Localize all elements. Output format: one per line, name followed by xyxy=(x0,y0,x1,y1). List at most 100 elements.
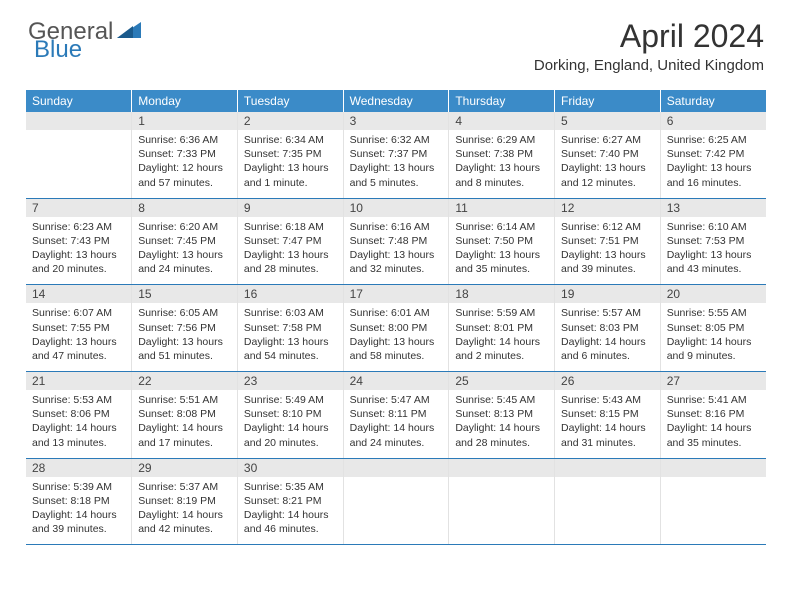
day-content-cell: Sunrise: 5:53 AMSunset: 8:06 PMDaylight:… xyxy=(26,390,132,458)
day-number-cell: 19 xyxy=(555,285,661,304)
day-info-line: Sunset: 7:38 PM xyxy=(455,147,548,161)
day-number-cell: 6 xyxy=(660,112,766,130)
day-info-line: Sunrise: 6:29 AM xyxy=(455,133,548,147)
day-number-cell: 2 xyxy=(237,112,343,130)
day-number-cell: 23 xyxy=(237,372,343,391)
day-info-line: Sunset: 8:05 PM xyxy=(667,321,760,335)
weekday-header: Sunday xyxy=(26,90,132,112)
day-info-line: Sunrise: 6:03 AM xyxy=(244,306,337,320)
day-content-cell: Sunrise: 5:45 AMSunset: 8:13 PMDaylight:… xyxy=(449,390,555,458)
day-number-cell: 30 xyxy=(237,458,343,477)
day-info-line: Sunrise: 5:59 AM xyxy=(455,306,548,320)
day-info-line: Sunset: 8:15 PM xyxy=(561,407,654,421)
day-info-line: Sunset: 7:37 PM xyxy=(350,147,443,161)
day-info-line: Sunrise: 6:18 AM xyxy=(244,220,337,234)
title-block: April 2024 Dorking, England, United King… xyxy=(534,18,764,74)
day-info-line: Sunrise: 6:23 AM xyxy=(32,220,125,234)
day-info-line: Sunset: 7:58 PM xyxy=(244,321,337,335)
weekday-header-row: Sunday Monday Tuesday Wednesday Thursday… xyxy=(26,90,766,112)
day-content-cell: Sunrise: 6:29 AMSunset: 7:38 PMDaylight:… xyxy=(449,130,555,198)
day-info-line: Daylight: 14 hours and 17 minutes. xyxy=(138,421,231,449)
day-number-cell: 25 xyxy=(449,372,555,391)
day-info-line: Sunrise: 5:51 AM xyxy=(138,393,231,407)
day-info-line: Daylight: 13 hours and 51 minutes. xyxy=(138,335,231,363)
day-number-cell xyxy=(449,458,555,477)
day-info-line: Sunset: 7:42 PM xyxy=(667,147,760,161)
day-content-cell: Sunrise: 5:49 AMSunset: 8:10 PMDaylight:… xyxy=(237,390,343,458)
day-info-line: Daylight: 13 hours and 39 minutes. xyxy=(561,248,654,276)
day-content-cell: Sunrise: 6:18 AMSunset: 7:47 PMDaylight:… xyxy=(237,217,343,285)
day-number-cell: 18 xyxy=(449,285,555,304)
day-content-cell: Sunrise: 6:03 AMSunset: 7:58 PMDaylight:… xyxy=(237,303,343,371)
page-header: General April 2024 Dorking, England, Uni… xyxy=(0,0,792,82)
daynum-row: 123456 xyxy=(26,112,766,130)
weekday-header: Tuesday xyxy=(237,90,343,112)
day-info-line: Daylight: 13 hours and 43 minutes. xyxy=(667,248,760,276)
day-info-line: Sunrise: 6:20 AM xyxy=(138,220,231,234)
day-info-line: Sunrise: 5:41 AM xyxy=(667,393,760,407)
weekday-header: Saturday xyxy=(660,90,766,112)
weekday-header: Wednesday xyxy=(343,90,449,112)
daynum-row: 14151617181920 xyxy=(26,285,766,304)
day-content-cell: Sunrise: 6:25 AMSunset: 7:42 PMDaylight:… xyxy=(660,130,766,198)
day-info-line: Daylight: 13 hours and 16 minutes. xyxy=(667,161,760,189)
day-info-line: Sunset: 7:56 PM xyxy=(138,321,231,335)
logo-text-blue: Blue xyxy=(34,36,82,63)
day-info-line: Daylight: 14 hours and 2 minutes. xyxy=(455,335,548,363)
day-content-cell xyxy=(555,477,661,545)
day-number-cell: 5 xyxy=(555,112,661,130)
day-info-line: Sunset: 8:18 PM xyxy=(32,494,125,508)
daynum-row: 282930 xyxy=(26,458,766,477)
day-info-line: Sunrise: 6:01 AM xyxy=(350,306,443,320)
day-info-line: Sunrise: 6:10 AM xyxy=(667,220,760,234)
daynum-row: 21222324252627 xyxy=(26,372,766,391)
day-info-line: Sunset: 8:21 PM xyxy=(244,494,337,508)
day-info-line: Sunset: 7:33 PM xyxy=(138,147,231,161)
day-info-line: Sunrise: 5:53 AM xyxy=(32,393,125,407)
day-content-cell xyxy=(660,477,766,545)
day-info-line: Sunset: 7:50 PM xyxy=(455,234,548,248)
day-info-line: Sunrise: 6:32 AM xyxy=(350,133,443,147)
weekday-header: Thursday xyxy=(449,90,555,112)
day-content-cell xyxy=(343,477,449,545)
day-info-line: Sunset: 7:51 PM xyxy=(561,234,654,248)
day-info-line: Daylight: 13 hours and 58 minutes. xyxy=(350,335,443,363)
day-content-cell: Sunrise: 5:51 AMSunset: 8:08 PMDaylight:… xyxy=(132,390,238,458)
day-content-cell: Sunrise: 5:39 AMSunset: 8:18 PMDaylight:… xyxy=(26,477,132,545)
day-info-line: Daylight: 14 hours and 6 minutes. xyxy=(561,335,654,363)
day-info-line: Daylight: 13 hours and 47 minutes. xyxy=(32,335,125,363)
day-number-cell xyxy=(343,458,449,477)
day-info-line: Sunrise: 5:43 AM xyxy=(561,393,654,407)
day-info-line: Sunrise: 6:36 AM xyxy=(138,133,231,147)
day-info-line: Daylight: 14 hours and 42 minutes. xyxy=(138,508,231,536)
day-content-cell: Sunrise: 6:10 AMSunset: 7:53 PMDaylight:… xyxy=(660,217,766,285)
day-info-line: Sunset: 8:19 PM xyxy=(138,494,231,508)
day-info-line: Daylight: 14 hours and 31 minutes. xyxy=(561,421,654,449)
day-info-line: Sunrise: 6:07 AM xyxy=(32,306,125,320)
day-info-line: Daylight: 13 hours and 1 minute. xyxy=(244,161,337,189)
day-info-line: Sunset: 7:55 PM xyxy=(32,321,125,335)
day-number-cell: 24 xyxy=(343,372,449,391)
day-content-cell: Sunrise: 6:07 AMSunset: 7:55 PMDaylight:… xyxy=(26,303,132,371)
day-info-line: Sunset: 8:01 PM xyxy=(455,321,548,335)
day-number-cell: 14 xyxy=(26,285,132,304)
day-content-row: Sunrise: 6:36 AMSunset: 7:33 PM Daylight:… xyxy=(26,130,766,198)
day-info-line: Sunrise: 5:35 AM xyxy=(244,480,337,494)
day-info-line: Sunset: 8:00 PM xyxy=(350,321,443,335)
day-info-line: Sunrise: 5:45 AM xyxy=(455,393,548,407)
day-info-line: Daylight: 14 hours and 13 minutes. xyxy=(32,421,125,449)
day-info-line: Daylight: 14 hours and 46 minutes. xyxy=(244,508,337,536)
day-content-cell: Sunrise: 6:12 AMSunset: 7:51 PMDaylight:… xyxy=(555,217,661,285)
day-info-line: Sunrise: 5:49 AM xyxy=(244,393,337,407)
day-info-line: Sunrise: 5:39 AM xyxy=(32,480,125,494)
day-info-line: Sunset: 8:06 PM xyxy=(32,407,125,421)
day-info-line: Sunrise: 5:37 AM xyxy=(138,480,231,494)
day-number-cell: 17 xyxy=(343,285,449,304)
day-info-line: Sunset: 7:47 PM xyxy=(244,234,337,248)
day-content-row: Sunrise: 5:39 AMSunset: 8:18 PM Daylight:… xyxy=(26,477,766,545)
day-number-cell: 3 xyxy=(343,112,449,130)
day-info-line: Sunset: 7:53 PM xyxy=(667,234,760,248)
day-number-cell: 22 xyxy=(132,372,238,391)
day-number-cell: 4 xyxy=(449,112,555,130)
day-info-line: Sunrise: 6:25 AM xyxy=(667,133,760,147)
